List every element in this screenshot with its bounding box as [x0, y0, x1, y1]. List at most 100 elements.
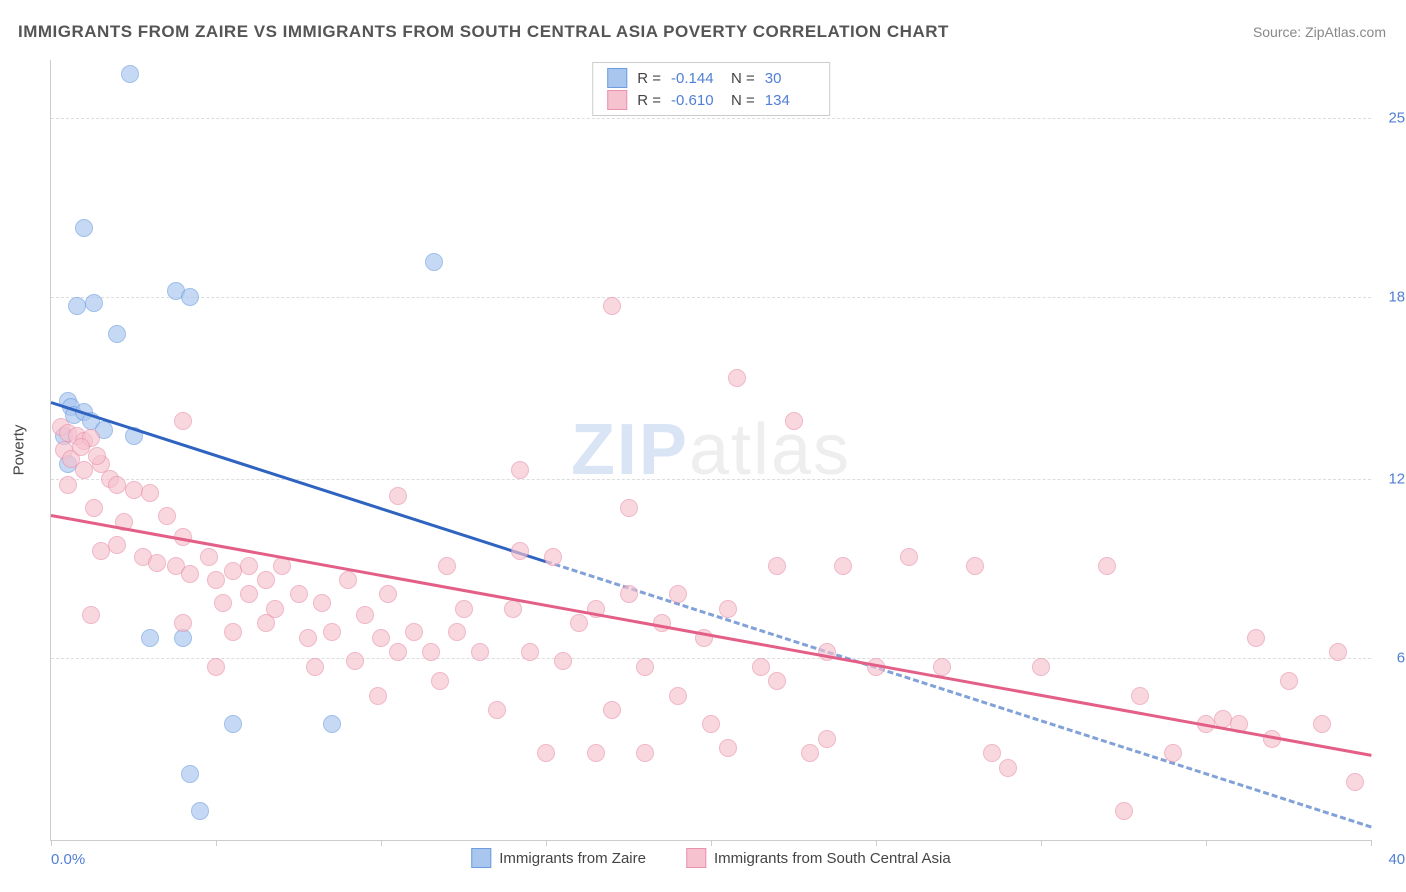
data-point-south_central_asia	[933, 658, 951, 676]
data-point-zaire	[121, 65, 139, 83]
r-label: R =	[637, 92, 661, 109]
data-point-south_central_asia	[1098, 557, 1116, 575]
gridline	[51, 658, 1371, 659]
data-point-south_central_asia	[323, 623, 341, 641]
r-value-zaire: -0.144	[671, 70, 721, 87]
data-point-south_central_asia	[636, 658, 654, 676]
data-point-south_central_asia	[511, 542, 529, 560]
data-point-south_central_asia	[752, 658, 770, 676]
stats-row-south_central_asia: R =-0.610N =134	[607, 89, 815, 111]
data-point-south_central_asia	[818, 730, 836, 748]
data-point-south_central_asia	[966, 557, 984, 575]
data-point-south_central_asia	[108, 476, 126, 494]
data-point-zaire	[141, 629, 159, 647]
data-point-zaire	[75, 219, 93, 237]
legend-item-south_central_asia: Immigrants from South Central Asia	[686, 848, 951, 868]
data-point-south_central_asia	[290, 585, 308, 603]
data-point-south_central_asia	[455, 600, 473, 618]
data-point-south_central_asia	[181, 565, 199, 583]
data-point-zaire	[68, 297, 86, 315]
data-point-south_central_asia	[379, 585, 397, 603]
data-point-south_central_asia	[372, 629, 390, 647]
data-point-south_central_asia	[801, 744, 819, 762]
data-point-south_central_asia	[636, 744, 654, 762]
data-point-south_central_asia	[200, 548, 218, 566]
data-point-south_central_asia	[603, 297, 621, 315]
data-point-south_central_asia	[1115, 802, 1133, 820]
data-point-south_central_asia	[1247, 629, 1265, 647]
x-tick	[876, 840, 877, 846]
data-point-south_central_asia	[1131, 687, 1149, 705]
x-tick	[381, 840, 382, 846]
data-point-south_central_asia	[999, 759, 1017, 777]
data-point-south_central_asia	[306, 658, 324, 676]
n-label: N =	[731, 92, 755, 109]
data-point-south_central_asia	[768, 672, 786, 690]
x-tick	[1371, 840, 1372, 846]
x-axis-min-label: 0.0%	[51, 851, 85, 868]
data-point-south_central_asia	[983, 744, 1001, 762]
data-point-south_central_asia	[587, 744, 605, 762]
data-point-south_central_asia	[313, 594, 331, 612]
data-point-south_central_asia	[521, 643, 539, 661]
stats-row-zaire: R =-0.144N =30	[607, 67, 815, 89]
gridline	[51, 297, 1371, 298]
data-point-zaire	[224, 715, 242, 733]
data-point-south_central_asia	[299, 629, 317, 647]
gridline	[51, 479, 1371, 480]
data-point-south_central_asia	[422, 643, 440, 661]
y-tick-label: 6.3%	[1376, 650, 1406, 667]
data-point-south_central_asia	[1032, 658, 1050, 676]
legend-swatch-zaire	[471, 848, 491, 868]
data-point-south_central_asia	[1329, 643, 1347, 661]
data-point-south_central_asia	[471, 643, 489, 661]
plot-area: ZIPatlas Poverty 0.0% 40.0% R =-0.144N =…	[50, 60, 1371, 841]
legend-swatch-south_central_asia	[607, 90, 627, 110]
data-point-south_central_asia	[207, 658, 225, 676]
data-point-zaire	[425, 253, 443, 271]
data-point-south_central_asia	[431, 672, 449, 690]
data-point-south_central_asia	[1313, 715, 1331, 733]
data-point-south_central_asia	[448, 623, 466, 641]
data-point-south_central_asia	[82, 606, 100, 624]
data-point-zaire	[85, 294, 103, 312]
data-point-south_central_asia	[669, 687, 687, 705]
data-point-south_central_asia	[554, 652, 572, 670]
data-point-south_central_asia	[719, 600, 737, 618]
bottom-legend: Immigrants from ZaireImmigrants from Sou…	[471, 848, 950, 868]
data-point-south_central_asia	[669, 585, 687, 603]
chart-title: IMMIGRANTS FROM ZAIRE VS IMMIGRANTS FROM…	[18, 22, 949, 42]
n-value-zaire: 30	[765, 70, 815, 87]
data-point-south_central_asia	[369, 687, 387, 705]
y-tick-label: 12.5%	[1376, 470, 1406, 487]
x-tick	[1041, 840, 1042, 846]
data-point-south_central_asia	[339, 571, 357, 589]
data-point-south_central_asia	[356, 606, 374, 624]
data-point-south_central_asia	[240, 585, 258, 603]
data-point-south_central_asia	[240, 557, 258, 575]
data-point-south_central_asia	[346, 652, 364, 670]
data-point-south_central_asia	[158, 507, 176, 525]
data-point-south_central_asia	[257, 614, 275, 632]
y-axis-title: Poverty	[11, 425, 28, 476]
gridline	[51, 118, 1371, 119]
data-point-south_central_asia	[257, 571, 275, 589]
data-point-south_central_asia	[389, 643, 407, 661]
data-point-south_central_asia	[438, 557, 456, 575]
r-label: R =	[637, 70, 661, 87]
data-point-south_central_asia	[702, 715, 720, 733]
data-point-south_central_asia	[92, 542, 110, 560]
data-point-south_central_asia	[108, 536, 126, 554]
data-point-south_central_asia	[174, 412, 192, 430]
data-point-south_central_asia	[488, 701, 506, 719]
data-point-south_central_asia	[224, 623, 242, 641]
data-point-south_central_asia	[141, 484, 159, 502]
data-point-zaire	[323, 715, 341, 733]
data-point-south_central_asia	[72, 438, 90, 456]
x-tick	[1206, 840, 1207, 846]
stats-legend-box: R = -0.144 N = 30 R =-0.610N =134	[592, 62, 830, 116]
x-tick	[51, 840, 52, 846]
x-tick	[711, 840, 712, 846]
data-point-south_central_asia	[785, 412, 803, 430]
data-point-south_central_asia	[834, 557, 852, 575]
